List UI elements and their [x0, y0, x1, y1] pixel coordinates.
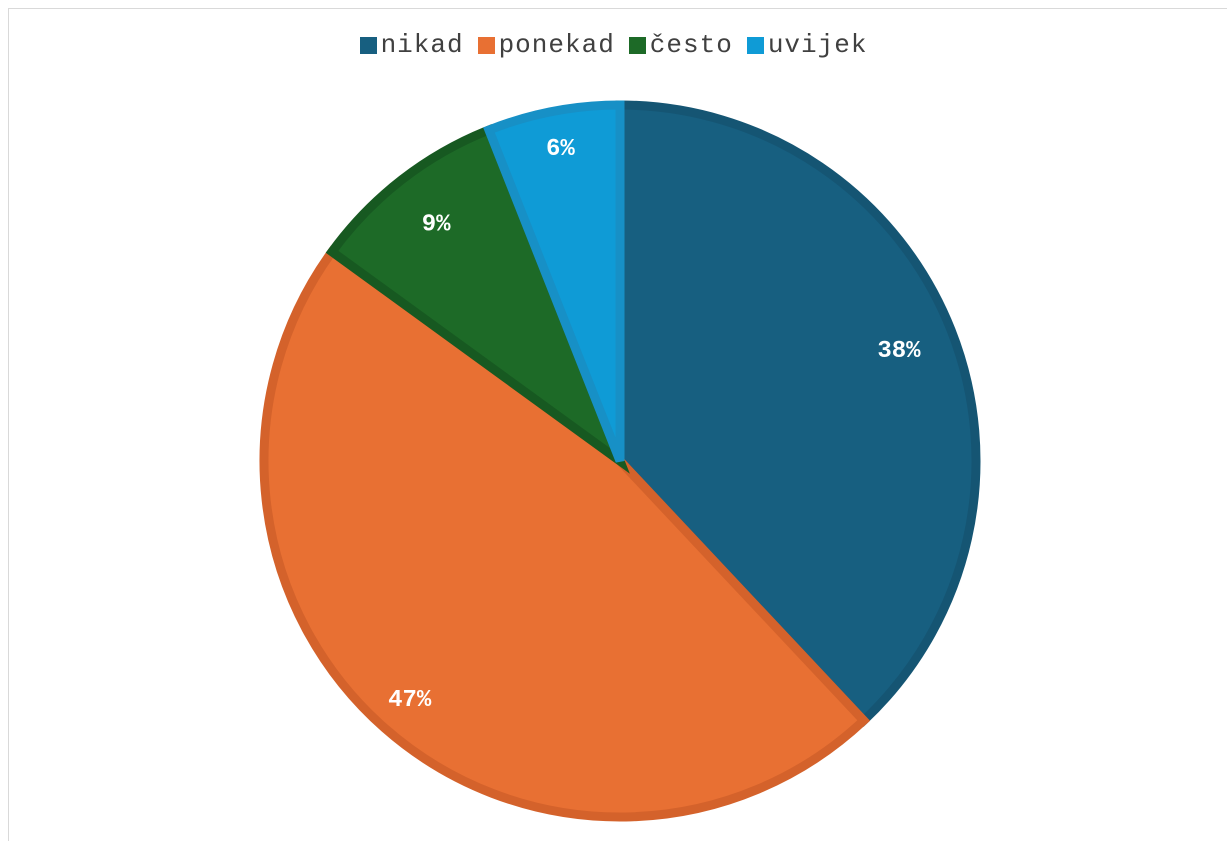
pie-slice-cesto: [325, 124, 630, 474]
legend-swatch-nikad: [359, 36, 377, 54]
legend-item-cesto: često: [628, 30, 733, 60]
pie-slices: [259, 100, 981, 822]
legend-swatch-cesto: [628, 36, 646, 54]
legend-swatch-uvijek: [746, 36, 764, 54]
legend-item-nikad: nikad: [359, 30, 464, 60]
data-label-ponekad: 47%: [388, 687, 432, 714]
legend-swatch-ponekad: [477, 36, 495, 54]
legend-label-nikad: nikad: [380, 30, 464, 60]
legend-item-ponekad: ponekad: [477, 30, 615, 60]
legend-label-uvijek: uvijek: [767, 30, 868, 60]
data-label-nikad: 38%: [877, 338, 921, 365]
legend-label-cesto: često: [649, 30, 733, 60]
pie-slice-nikad: [615, 100, 981, 727]
pie-slice-uvijek: [483, 100, 625, 463]
chart-legend: nikad ponekad često uvijek: [0, 30, 1227, 60]
legend-item-uvijek: uvijek: [746, 30, 868, 60]
pie-slice-ponekad: [259, 245, 871, 822]
data-label-cesto: 9%: [422, 211, 451, 238]
legend-label-ponekad: ponekad: [498, 30, 615, 60]
data-label-uvijek: 6%: [546, 136, 575, 163]
pie-labels: 38% 47% 9% 6%: [388, 136, 921, 714]
